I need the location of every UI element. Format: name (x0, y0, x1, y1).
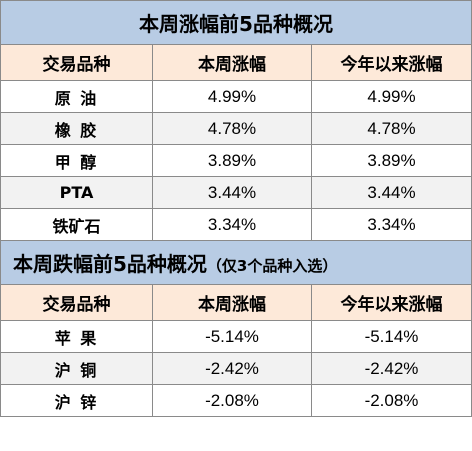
product-name: 铁矿石 (0, 208, 153, 241)
week-change: -2.42% (152, 352, 312, 385)
week-change: -2.08% (152, 384, 312, 417)
week-change: 4.78% (152, 112, 312, 145)
fall-title-row: 本周跌幅前5品种概况（仅3个品种入选） (0, 240, 472, 285)
product-name: 沪 锌 (0, 384, 153, 417)
ytd-change: 3.34% (310, 208, 472, 241)
fall-header-ytd: 今年以来涨幅 (310, 284, 472, 321)
week-change: 3.44% (152, 176, 312, 209)
fall-header-product: 交易品种 (0, 284, 153, 321)
product-name: 甲 醇 (0, 144, 153, 177)
fall-header-week: 本周涨幅 (152, 284, 312, 321)
fall-header-row: 交易品种 本周涨幅 今年以来涨幅 (0, 284, 472, 321)
table-row: 沪 锌 -2.08% -2.08% (0, 384, 472, 417)
ytd-change: -2.08% (310, 384, 472, 417)
week-change: 3.89% (152, 144, 312, 177)
fall-title: 本周跌幅前5品种概况 (13, 252, 207, 276)
ytd-change: 3.89% (310, 144, 472, 177)
rise-header-row: 交易品种 本周涨幅 今年以来涨幅 (0, 44, 472, 81)
table-row: 沪 铜 -2.42% -2.42% (0, 352, 472, 385)
week-change: -5.14% (152, 320, 312, 353)
rise-title-row: 本周涨幅前5品种概况 (0, 0, 472, 45)
summary-table: 本周涨幅前5品种概况 交易品种 本周涨幅 今年以来涨幅 原 油 4.99% 4.… (0, 0, 472, 417)
week-change: 3.34% (152, 208, 312, 241)
week-change: 4.99% (152, 80, 312, 113)
product-name: 苹 果 (0, 320, 153, 353)
ytd-change: 4.78% (310, 112, 472, 145)
fall-title-cell: 本周跌幅前5品种概况（仅3个品种入选） (0, 240, 472, 285)
product-name: 沪 铜 (0, 352, 153, 385)
table-row: 铁矿石 3.34% 3.34% (0, 208, 472, 241)
fall-title-note: （仅3个品种入选） (206, 257, 338, 275)
table-row: 原 油 4.99% 4.99% (0, 80, 472, 113)
table-row: 甲 醇 3.89% 3.89% (0, 144, 472, 177)
product-name: 橡 胶 (0, 112, 153, 145)
product-name: 原 油 (0, 80, 153, 113)
table-row: PTA 3.44% 3.44% (0, 176, 472, 209)
rise-title: 本周涨幅前5品种概况 (0, 0, 472, 45)
table-row: 橡 胶 4.78% 4.78% (0, 112, 472, 145)
ytd-change: 4.99% (310, 80, 472, 113)
rise-header-product: 交易品种 (0, 44, 153, 81)
table-row: 苹 果 -5.14% -5.14% (0, 320, 472, 353)
rise-header-ytd: 今年以来涨幅 (310, 44, 472, 81)
product-name: PTA (0, 176, 153, 209)
ytd-change: -5.14% (310, 320, 472, 353)
rise-header-week: 本周涨幅 (152, 44, 312, 81)
ytd-change: -2.42% (310, 352, 472, 385)
ytd-change: 3.44% (310, 176, 472, 209)
